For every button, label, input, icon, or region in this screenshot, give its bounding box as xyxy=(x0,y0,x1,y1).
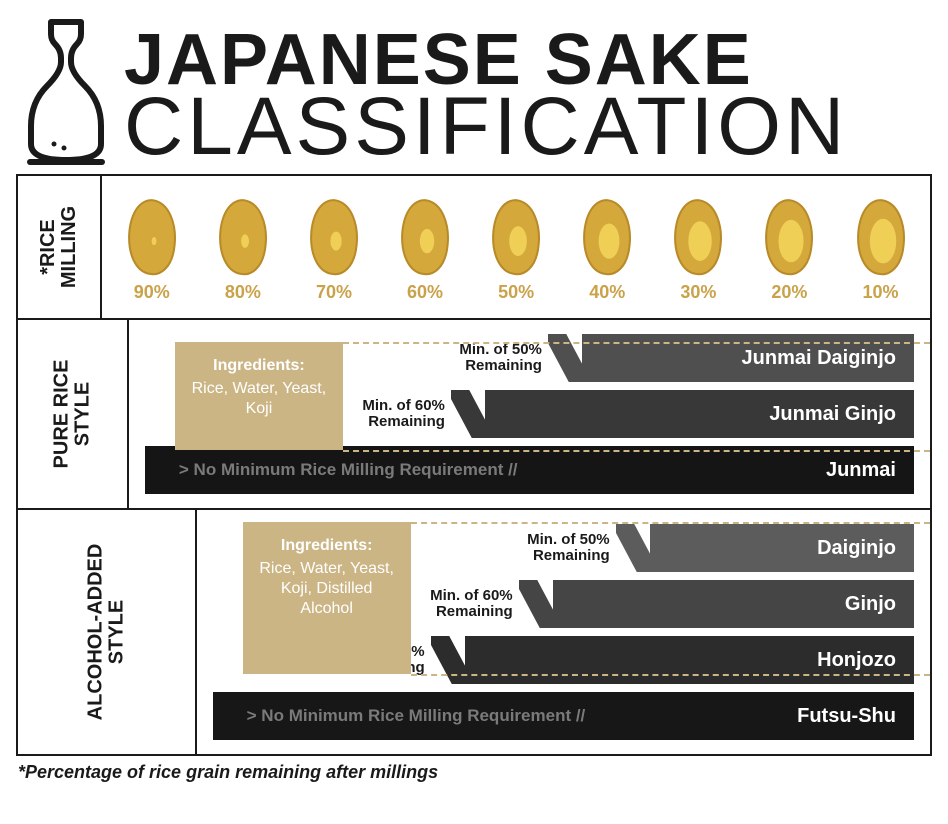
sake-name: Junmai Daiginjo xyxy=(742,347,896,370)
ingredients-heading: Ingredients: xyxy=(257,536,397,556)
grain-percent: 40% xyxy=(589,282,625,303)
sake-classification-infographic: JAPANESE SAKE CLASSIFICATION *RICE MILLI… xyxy=(0,0,948,824)
section-body-milling: 90% 80% 70% 60% 50% 40% 30% 20% 10% xyxy=(102,176,930,318)
sake-name: Ginjo xyxy=(845,593,896,616)
section-rice-milling: *RICE MILLING 90% 80% 70% 60% 50% 40% 30% 20% 10… xyxy=(18,176,930,318)
sake-bottle-icon xyxy=(16,16,116,166)
dash-line xyxy=(411,522,930,524)
sake-bar-row: > No Minimum Rice Milling Requirement //… xyxy=(145,446,914,494)
section-label-text: PURE RICE STYLE xyxy=(51,360,93,469)
section-pure-rice: PURE RICE STYLE Ingredients: Rice, Water… xyxy=(18,318,930,508)
section-label-text: ALCOHOL-ADDED STYLE xyxy=(85,544,127,721)
grain-percent: 90% xyxy=(134,282,170,303)
chevron-icon xyxy=(431,636,465,684)
dash-line xyxy=(411,674,930,676)
pure-bars: Ingredients: Rice, Water, Yeast, Koji Mi… xyxy=(129,320,930,508)
grain-row: 90% 80% 70% 60% 50% 40% 30% 20% 10% xyxy=(102,176,930,318)
ingredients-text: Rice, Water, Yeast, Koji, Distilled Alco… xyxy=(257,559,397,619)
title-line-2: CLASSIFICATION xyxy=(124,88,932,166)
section-alcohol-added: ALCOHOL-ADDED STYLE Ingredients: Rice, W… xyxy=(18,508,930,754)
section-label-pure: PURE RICE STYLE xyxy=(18,320,129,508)
header: JAPANESE SAKE CLASSIFICATION xyxy=(16,10,932,174)
rice-grain-icon xyxy=(850,196,912,278)
grain-cell: 90% xyxy=(106,196,197,303)
chevron-icon xyxy=(616,524,650,572)
bar-body: Ginjo xyxy=(553,580,914,628)
rice-grain-icon xyxy=(667,196,729,278)
grain-percent: 20% xyxy=(771,282,807,303)
grain-percent: 60% xyxy=(407,282,443,303)
ingredients-text: Rice, Water, Yeast, Koji xyxy=(189,379,329,419)
title-block: JAPANESE SAKE CLASSIFICATION xyxy=(116,26,932,166)
section-label-milling: *RICE MILLING xyxy=(18,176,102,318)
rice-grain-icon xyxy=(576,196,638,278)
no-requirement-text: > No Minimum Rice Milling Requirement // xyxy=(213,706,586,726)
rice-grain-icon xyxy=(121,196,183,278)
ingredients-box-pure: Ingredients: Rice, Water, Yeast, Koji xyxy=(175,342,343,450)
section-label-alcohol: ALCOHOL-ADDED STYLE xyxy=(18,510,197,754)
rice-grain-icon xyxy=(485,196,547,278)
section-body-pure: Ingredients: Rice, Water, Yeast, Koji Mi… xyxy=(129,320,930,508)
bar-body: Honjozo xyxy=(465,636,914,684)
rice-grain-icon xyxy=(212,196,274,278)
section-label-text: *RICE MILLING xyxy=(38,206,80,288)
sake-bar-row: > No Minimum Rice Milling Requirement //… xyxy=(213,692,914,740)
rice-grain-icon xyxy=(758,196,820,278)
bar-body: Daiginjo xyxy=(650,524,914,572)
grain-percent: 10% xyxy=(863,282,899,303)
grain-cell: 20% xyxy=(744,196,835,303)
grain-cell: 40% xyxy=(562,196,653,303)
alcohol-bars: Ingredients: Rice, Water, Yeast, Koji, D… xyxy=(197,510,930,754)
dash-line xyxy=(343,342,930,344)
sake-name: Futsu-Shu xyxy=(797,705,896,728)
grain-cell: 70% xyxy=(288,196,379,303)
dash-line xyxy=(343,450,930,452)
rice-grain-icon xyxy=(303,196,365,278)
no-requirement-text: > No Minimum Rice Milling Requirement // xyxy=(145,460,518,480)
ingredients-heading: Ingredients: xyxy=(189,356,329,376)
grain-cell: 80% xyxy=(197,196,288,303)
sake-name: Daiginjo xyxy=(817,537,896,560)
grain-percent: 50% xyxy=(498,282,534,303)
grain-cell: 50% xyxy=(471,196,562,303)
grain-cell: 10% xyxy=(835,196,926,303)
rice-grain-icon xyxy=(394,196,456,278)
bar-body: Junmai Ginjo xyxy=(485,390,914,438)
bar-body: > No Minimum Rice Milling Requirement //… xyxy=(213,692,914,740)
ingredients-box-alcohol: Ingredients: Rice, Water, Yeast, Koji, D… xyxy=(243,522,411,674)
grain-percent: 80% xyxy=(225,282,261,303)
grain-percent: 30% xyxy=(680,282,716,303)
sake-name: Junmai xyxy=(826,459,896,482)
chevron-icon xyxy=(519,580,553,628)
grain-cell: 30% xyxy=(653,196,744,303)
classification-grid: *RICE MILLING 90% 80% 70% 60% 50% 40% 30% 20% 10… xyxy=(16,174,932,756)
grain-cell: 60% xyxy=(380,196,471,303)
grain-percent: 70% xyxy=(316,282,352,303)
sake-name: Junmai Ginjo xyxy=(769,403,896,426)
footnote: *Percentage of rice grain remaining afte… xyxy=(16,756,932,783)
bar-body: > No Minimum Rice Milling Requirement //… xyxy=(145,446,914,494)
sake-name: Honjozo xyxy=(817,649,896,672)
chevron-icon xyxy=(451,390,485,438)
section-body-alcohol: Ingredients: Rice, Water, Yeast, Koji, D… xyxy=(197,510,930,754)
